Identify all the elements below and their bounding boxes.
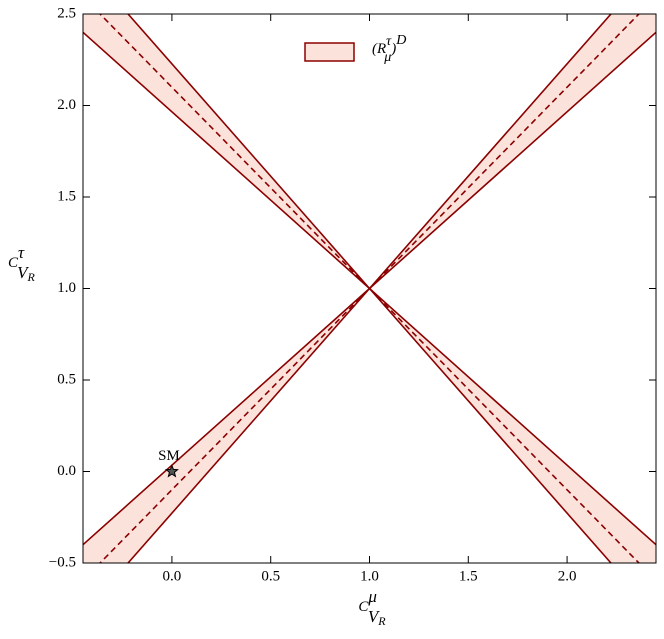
sm-marker	[164, 464, 179, 478]
sm-label: SM	[158, 448, 180, 464]
x-tick-label: 1.5	[459, 568, 478, 584]
y-tick-label: 0.0	[57, 463, 76, 479]
x-label-sup: μ	[367, 587, 377, 606]
y-tick-label: 0.5	[57, 371, 76, 387]
x-label-main: C	[358, 599, 369, 615]
x-label-sub: V	[368, 607, 381, 626]
x-label-subsub: R	[377, 614, 386, 628]
legend-close: )	[390, 41, 396, 57]
legend-label: (Rτ μ)D	[372, 33, 406, 65]
y-tick-label: 2.0	[57, 97, 76, 113]
x-tick-label: 0.0	[163, 568, 182, 584]
x-tick-label: 2.0	[558, 568, 577, 584]
x-axis-label: Cμ VR	[358, 587, 386, 628]
y-tick-label: 2.5	[57, 5, 76, 21]
center-line	[98, 14, 641, 563]
legend: (Rτ μ)D	[304, 33, 406, 65]
y-axis-label: Cτ VR	[8, 243, 36, 284]
x-tick-label: 0.5	[261, 568, 280, 584]
legend-sub: μ	[383, 50, 391, 65]
legend-swatch	[304, 42, 355, 62]
plot-area	[83, 14, 656, 563]
legend-sup2: D	[395, 33, 406, 48]
legend-open: (R	[372, 41, 386, 57]
y-label-sup: τ	[18, 243, 25, 262]
y-tick-label: −0.5	[49, 554, 76, 570]
legend-sup: τ	[386, 34, 392, 49]
y-tick-label: 1.5	[57, 188, 76, 204]
band-edge	[127, 14, 612, 563]
center-line	[98, 14, 641, 563]
y-tick-label: 1.0	[57, 280, 76, 296]
x-tick-label: 1.0	[360, 568, 379, 584]
y-label-subsub: R	[27, 270, 36, 284]
y-label-main: C	[8, 255, 19, 271]
y-label-sub: V	[17, 263, 30, 282]
